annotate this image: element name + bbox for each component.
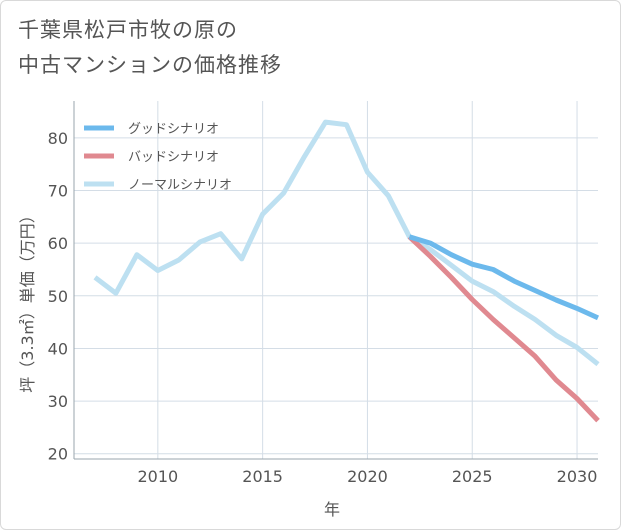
y-tick-label-30: 30 bbox=[48, 392, 68, 411]
y-tick-label-70: 70 bbox=[48, 182, 68, 201]
series-line-0 bbox=[408, 234, 600, 321]
x-tick-label-2015: 2015 bbox=[242, 467, 283, 486]
legend-label-0: グッドシナリオ bbox=[128, 122, 219, 137]
series-line-1 bbox=[407, 234, 600, 423]
legend-label-1: バッドシナリオ bbox=[128, 150, 219, 165]
y-axis-label: 坪（3.3㎡）単価（万円） bbox=[18, 207, 37, 392]
y-tick-label-20: 20 bbox=[48, 445, 68, 464]
chart-title: 千葉県松戸市牧の原の 中古マンションの価格推移 bbox=[18, 13, 282, 83]
x-tick-label-2025: 2025 bbox=[452, 467, 493, 486]
x-tick-label-2020: 2020 bbox=[347, 467, 388, 486]
x-tick-label-2030: 2030 bbox=[557, 467, 598, 486]
x-axis-label: 年 bbox=[324, 500, 340, 519]
legend-label-2: ノーマルシナリオ bbox=[128, 178, 232, 193]
y-tick-label-60: 60 bbox=[48, 234, 68, 253]
y-tick-label-80: 80 bbox=[48, 129, 68, 148]
chart-title-line-1: 千葉県松戸市牧の原の bbox=[18, 18, 238, 42]
x-tick-label-2010: 2010 bbox=[137, 467, 178, 486]
y-tick-label-50: 50 bbox=[48, 287, 68, 306]
y-tick-label-40: 40 bbox=[48, 339, 68, 358]
chart-title-line-2: 中古マンションの価格推移 bbox=[18, 53, 282, 77]
series-line-2 bbox=[93, 119, 600, 367]
